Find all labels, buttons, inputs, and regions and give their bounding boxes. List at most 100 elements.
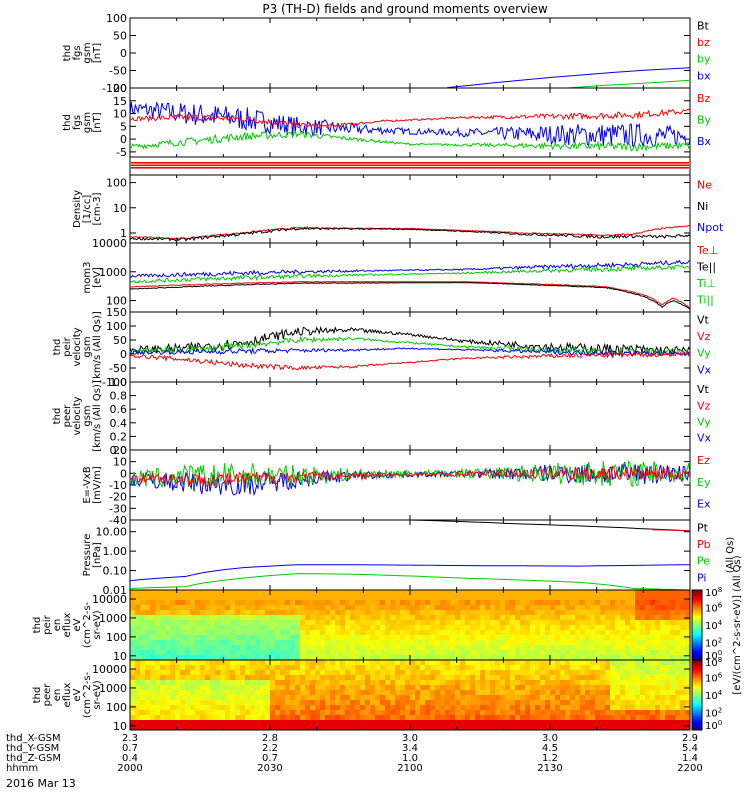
- heatmap-cell: [510, 685, 516, 691]
- heatmap-cell: [525, 615, 531, 621]
- heatmap-cell: [150, 605, 156, 611]
- heatmap-cell: [630, 665, 636, 671]
- heatmap-cell: [460, 680, 466, 686]
- heatmap-cell: [390, 620, 396, 626]
- heatmap-cell: [460, 695, 466, 701]
- heatmap-cell: [190, 675, 196, 681]
- heatmap-cell: [290, 725, 296, 731]
- heatmap-cell: [600, 595, 606, 601]
- heatmap-cell: [305, 620, 311, 626]
- heatmap-cell: [355, 720, 361, 726]
- legend-entry: Vy: [697, 415, 711, 428]
- heatmap-cell: [190, 660, 196, 666]
- heatmap-cell: [455, 610, 461, 616]
- heatmap-cell: [395, 630, 401, 636]
- heatmap-cell: [600, 710, 606, 716]
- heatmap-cell: [180, 725, 186, 731]
- heatmap-cell: [615, 590, 621, 596]
- heatmap-cell: [240, 610, 246, 616]
- heatmap-cell: [530, 700, 536, 706]
- heatmap-cell: [335, 635, 341, 641]
- heatmap-cell: [375, 600, 381, 606]
- heatmap-cell: [625, 720, 631, 726]
- heatmap-cell: [180, 705, 186, 711]
- heatmap-cell: [290, 660, 296, 666]
- y-tick-label: 5: [120, 120, 127, 133]
- heatmap-cell: [500, 680, 506, 686]
- heatmap-cell: [170, 620, 176, 626]
- heatmap-cell: [495, 670, 501, 676]
- heatmap-cell: [630, 605, 636, 611]
- heatmap-cell: [450, 650, 456, 656]
- colorbar-label: [eV/(cm^2-s-sr-eV)] (All Qs): [732, 555, 743, 694]
- heatmap-cell: [405, 615, 411, 621]
- heatmap-cell: [165, 640, 171, 646]
- heatmap-cell: [350, 670, 356, 676]
- heatmap-cell: [605, 630, 611, 636]
- heatmap-cell: [235, 720, 241, 726]
- y-axis-label: eflux: [62, 613, 73, 638]
- heatmap-cell: [400, 685, 406, 691]
- heatmap-cell: [440, 665, 446, 671]
- heatmap-cell: [160, 610, 166, 616]
- heatmap-cell: [240, 625, 246, 631]
- heatmap-cell: [680, 600, 686, 606]
- heatmap-cell: [190, 670, 196, 676]
- heatmap-cell: [185, 640, 191, 646]
- heatmap-cell: [570, 715, 576, 721]
- heatmap-cell: [655, 625, 661, 631]
- heatmap-cell: [290, 625, 296, 631]
- heatmap-cell: [580, 670, 586, 676]
- heatmap-cell: [685, 690, 691, 696]
- heatmap-cell: [410, 710, 416, 716]
- heatmap-cell: [445, 665, 451, 671]
- heatmap-cell: [275, 700, 281, 706]
- heatmap-cell: [145, 625, 151, 631]
- heatmap-cell: [175, 720, 181, 726]
- heatmap-cell: [655, 695, 661, 701]
- heatmap-cell: [140, 620, 146, 626]
- colorbar-step: [692, 609, 702, 612]
- heatmap-cell: [555, 640, 561, 646]
- heatmap-cell: [585, 595, 591, 601]
- heatmap-cell: [665, 720, 671, 726]
- heatmap-cell: [415, 630, 421, 636]
- heatmap-cell: [245, 615, 251, 621]
- heatmap-cell: [210, 595, 216, 601]
- heatmap-cell: [625, 625, 631, 631]
- heatmap-cell: [685, 705, 691, 711]
- heatmap-cell: [615, 635, 621, 641]
- heatmap-cell: [265, 600, 271, 606]
- heatmap-cell: [390, 725, 396, 731]
- heatmap-cell: [630, 660, 636, 666]
- heatmap-cell: [295, 695, 301, 701]
- heatmap-cell: [515, 600, 521, 606]
- heatmap-cell: [130, 605, 136, 611]
- heatmap-cell: [340, 700, 346, 706]
- heatmap-cell: [390, 645, 396, 651]
- heatmap-cell: [405, 715, 411, 721]
- heatmap-cell: [265, 725, 271, 731]
- heatmap-cell: [420, 680, 426, 686]
- heatmap-cell: [200, 645, 206, 651]
- heatmap-cell: [680, 635, 686, 641]
- heatmap-cell: [545, 655, 551, 661]
- heatmap-cell: [170, 605, 176, 611]
- heatmap-cell: [175, 645, 181, 651]
- heatmap-cell: [230, 625, 236, 631]
- heatmap-cell: [635, 590, 641, 596]
- heatmap-cell: [580, 720, 586, 726]
- y-axis-label: sr-eV): [92, 610, 103, 639]
- heatmap-cell: [245, 675, 251, 681]
- heatmap-cell: [190, 590, 196, 596]
- heatmap-cell: [335, 655, 341, 661]
- heatmap-cell: [285, 685, 291, 691]
- heatmap-cell: [260, 660, 266, 666]
- heatmap-cell: [655, 610, 661, 616]
- heatmap-cell: [495, 665, 501, 671]
- heatmap-cell: [405, 720, 411, 726]
- heatmap-cell: [175, 680, 181, 686]
- heatmap-cell: [590, 625, 596, 631]
- heatmap-cell: [275, 675, 281, 681]
- heatmap-cell: [450, 665, 456, 671]
